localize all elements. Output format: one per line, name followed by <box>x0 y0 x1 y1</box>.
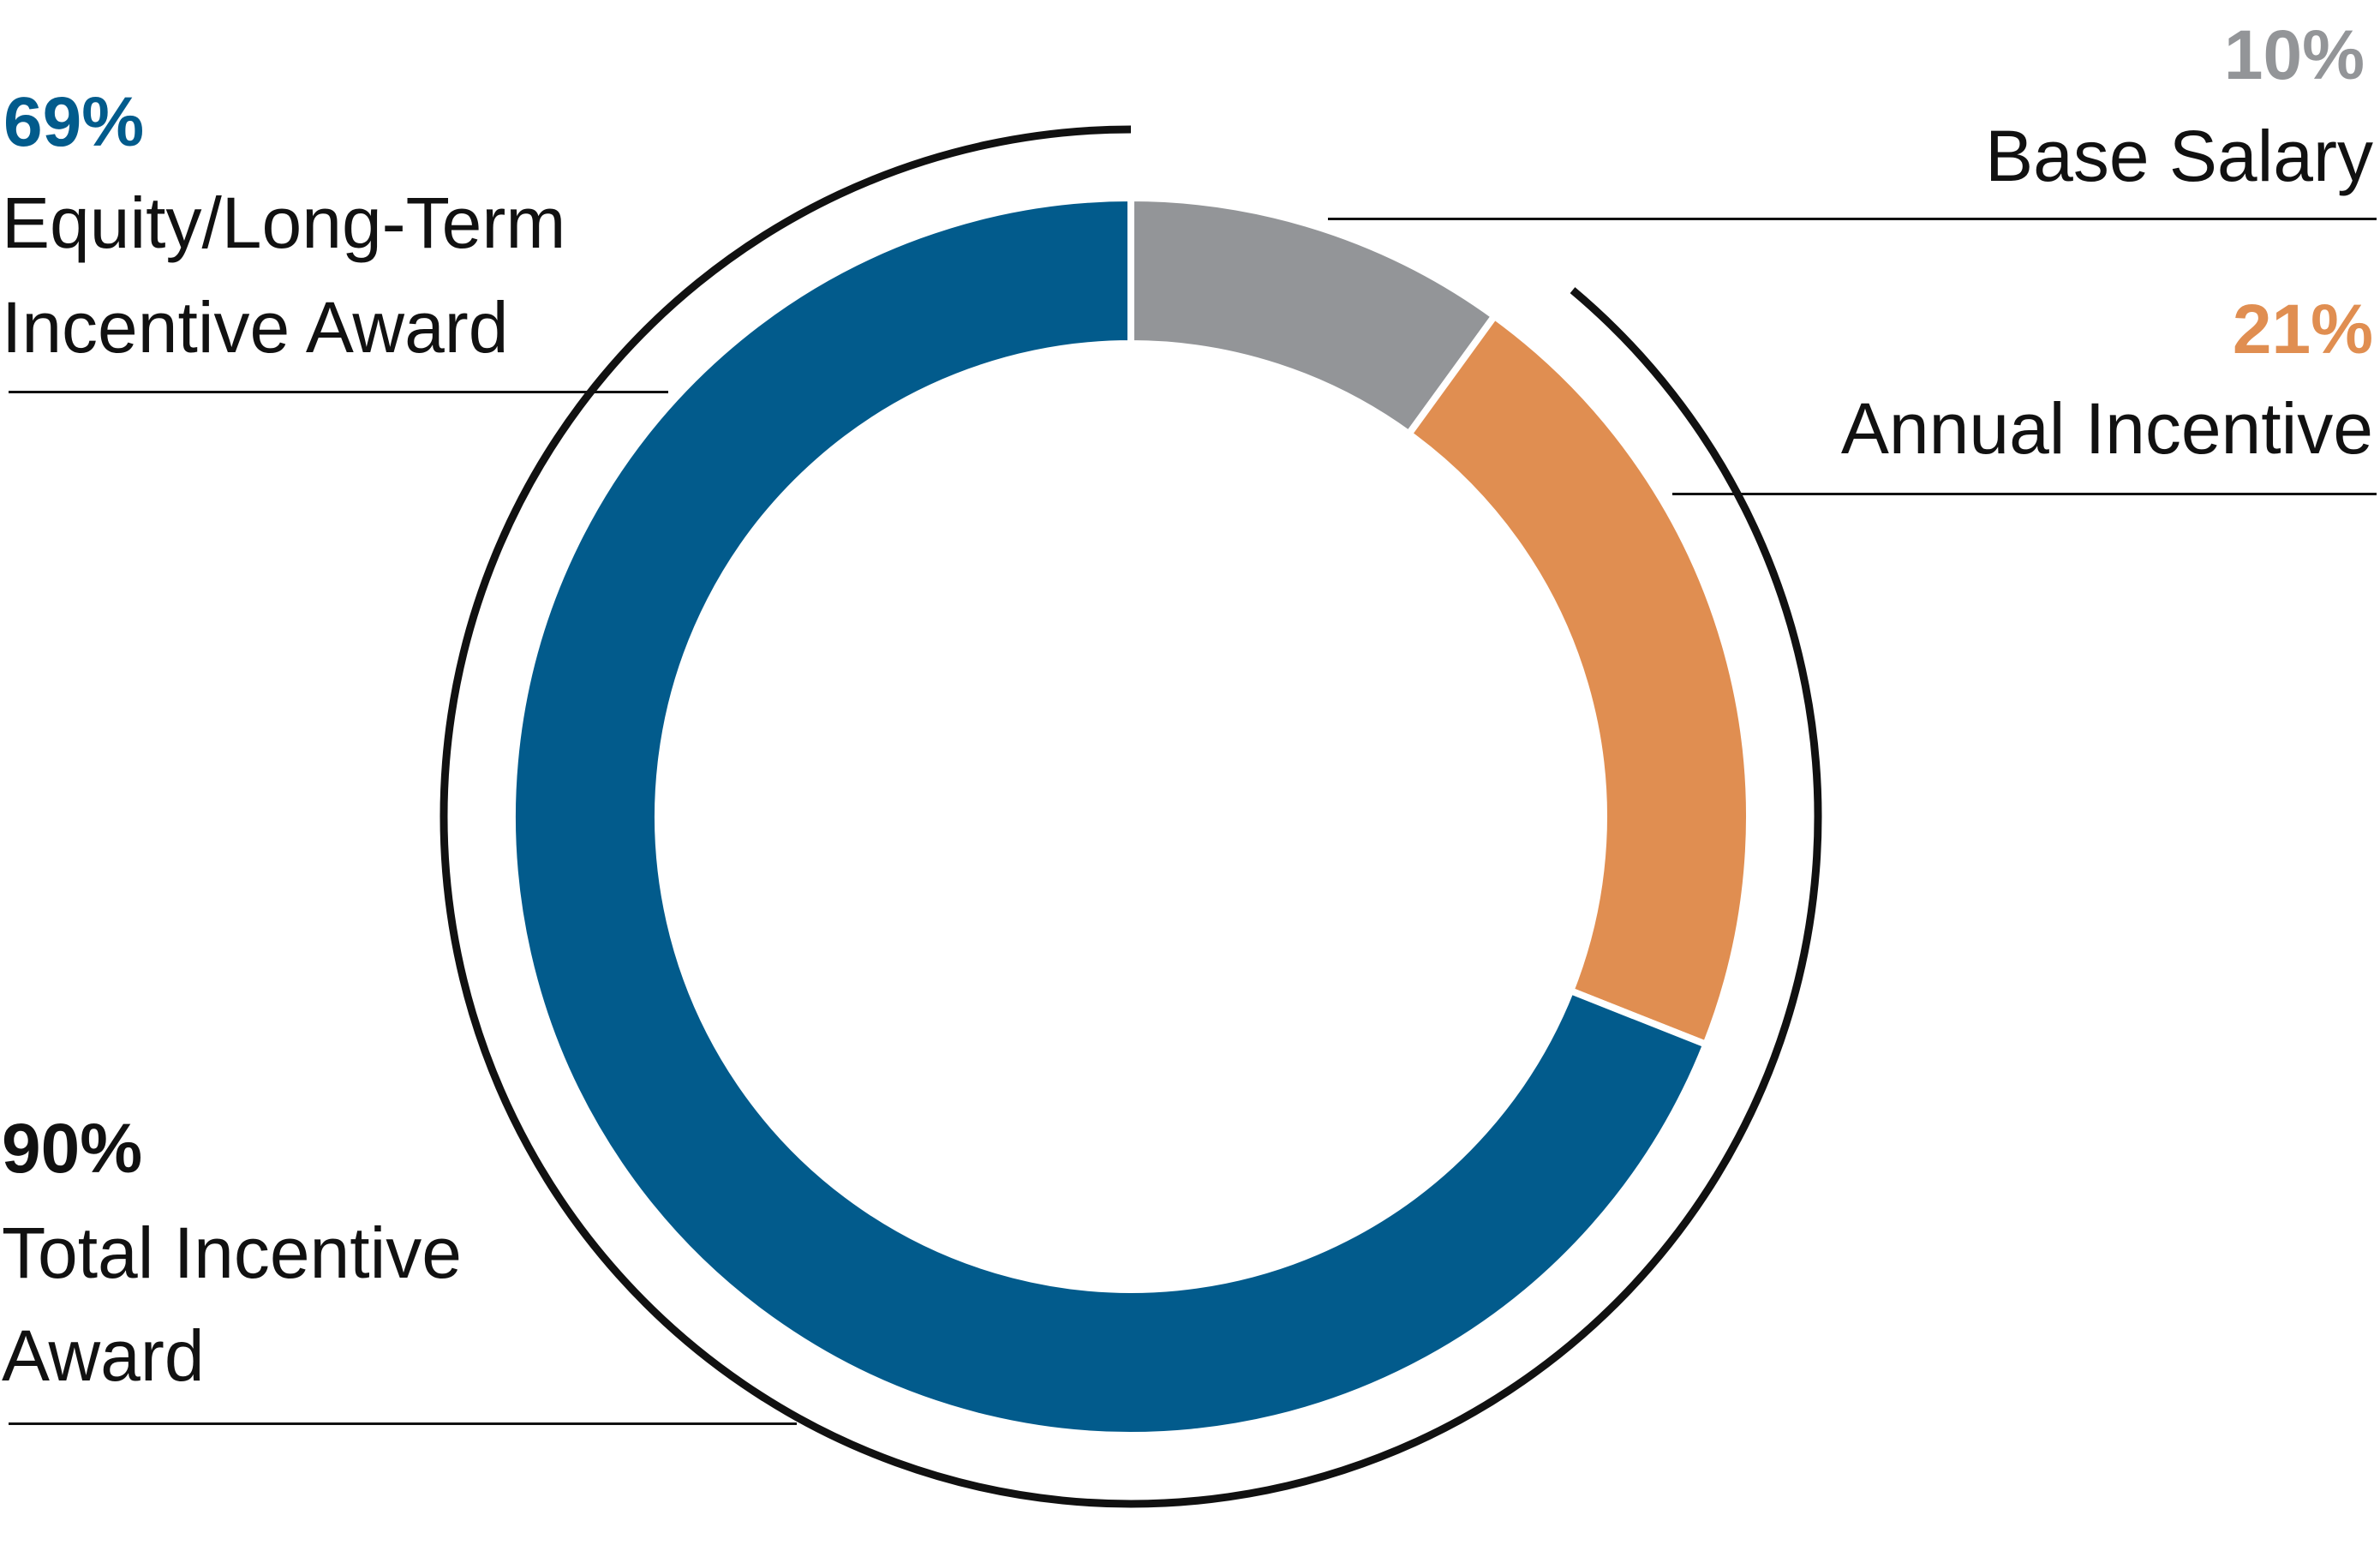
base-salary-label-rule <box>1328 218 2377 220</box>
equity-percent-label: 69% <box>3 83 145 161</box>
base-salary-name-label: Base Salary <box>1985 116 2373 196</box>
donut-slices <box>509 194 1753 1439</box>
equity-name-label-line2: Incentive Award <box>2 287 509 368</box>
slice-equity-long-term-incentive-award <box>509 194 1711 1439</box>
total-incentive-name-label-line1: Total Incentive <box>2 1213 462 1293</box>
annual-incentive-name-label: Annual Incentive <box>1840 388 2373 469</box>
total-incentive-bracket-arc <box>440 125 1822 1508</box>
slice-annual-incentive <box>1403 311 1753 1049</box>
equity-name-label-line1: Equity/Long-Term <box>2 183 566 263</box>
annual-incentive-label-rule <box>1672 493 2377 495</box>
total-incentive-label-rule <box>9 1422 797 1425</box>
base-salary-percent-label: 10% <box>2223 16 2365 94</box>
annual-incentive-percent-label: 21% <box>2232 290 2373 368</box>
total-incentive-percent-label: 90% <box>2 1110 143 1188</box>
total-incentive-name-label-line2: Award <box>2 1315 205 1396</box>
equity-label-rule <box>9 391 668 393</box>
